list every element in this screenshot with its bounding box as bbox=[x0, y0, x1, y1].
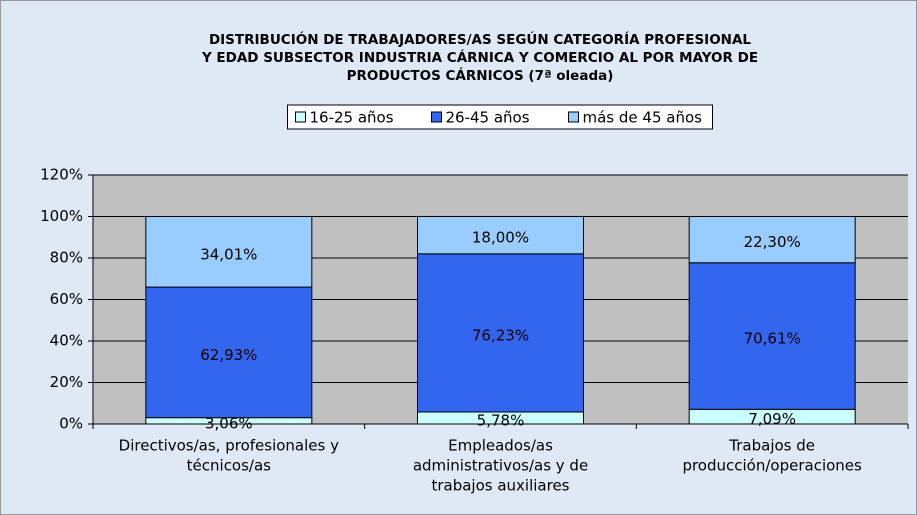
data-label: 3,06% bbox=[205, 414, 253, 432]
legend-label: más de 45 años bbox=[583, 109, 703, 127]
chart-title: Y EDAD SUBSECTOR INDUSTRIA CÁRNICA Y COM… bbox=[201, 49, 758, 66]
bar-segment bbox=[688, 262, 856, 410]
y-tick-label: 40% bbox=[50, 332, 83, 350]
bar-segment bbox=[417, 215, 584, 255]
x-tick-label: técnicos/as bbox=[187, 457, 272, 475]
y-tick-label: 60% bbox=[50, 290, 83, 308]
y-tick-label: 20% bbox=[50, 373, 83, 391]
data-label: 5,78% bbox=[477, 412, 525, 430]
chart-title: PRODUCTOS CÁRNICOS (7ª oleada) bbox=[347, 67, 614, 84]
x-tick-label: administrativos/as y de bbox=[413, 457, 588, 475]
x-tick-label: producción/operaciones bbox=[682, 457, 862, 475]
data-label: 18,00% bbox=[472, 229, 529, 247]
x-tick-label: Directivos/as, profesionales y bbox=[119, 437, 339, 455]
data-label: 22,30% bbox=[744, 233, 801, 251]
bar-segment bbox=[145, 216, 313, 288]
chart-title: DISTRIBUCIÓN DE TRABAJADORES/AS SEGÚN CA… bbox=[209, 30, 751, 48]
y-tick-label: 120% bbox=[40, 166, 83, 184]
x-tick-label: trabajos auxiliares bbox=[431, 477, 569, 495]
x-tick-label: Empleados/as bbox=[448, 437, 553, 455]
data-label: 76,23% bbox=[472, 326, 529, 344]
bar-segment bbox=[688, 216, 856, 264]
legend-swatch bbox=[295, 111, 306, 123]
data-label: 70,61% bbox=[744, 330, 801, 348]
legend-label: 16-25 años bbox=[310, 109, 394, 127]
x-tick-label: Trabajos de bbox=[728, 437, 815, 455]
legend-box bbox=[287, 104, 713, 130]
legend-swatch bbox=[431, 111, 442, 123]
data-label: 34,01% bbox=[200, 245, 257, 263]
legend-swatch bbox=[568, 111, 579, 123]
data-label: 62,93% bbox=[200, 346, 257, 364]
y-tick-label: 100% bbox=[40, 207, 83, 225]
data-label: 7,09% bbox=[748, 410, 796, 428]
legend-label: 26-45 años bbox=[446, 109, 530, 127]
bar-segment bbox=[145, 286, 313, 419]
y-tick-label: 0% bbox=[59, 415, 83, 433]
y-tick-label: 80% bbox=[50, 249, 83, 267]
bar-segment bbox=[417, 253, 584, 413]
